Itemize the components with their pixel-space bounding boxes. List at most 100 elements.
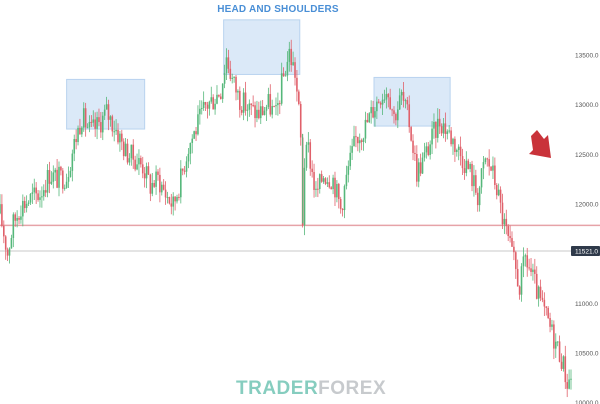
candle-body: [117, 129, 119, 143]
candle-body: [292, 62, 294, 66]
candle-body: [545, 306, 548, 308]
candle-body: [237, 90, 239, 93]
candle-body: [461, 156, 464, 169]
candle-body: [132, 144, 135, 160]
candle-body: [490, 166, 492, 171]
candle-body: [126, 143, 129, 163]
candle-body: [275, 105, 277, 107]
candle-body: [277, 103, 279, 106]
candle-body: [339, 199, 342, 209]
candle-body: [307, 142, 310, 145]
candle-body: [389, 97, 391, 110]
candle-body: [482, 162, 485, 169]
candle-body: [465, 160, 468, 173]
zone-right-shoulder: [373, 76, 451, 127]
candle-body: [252, 105, 254, 107]
candle-body: [62, 170, 64, 189]
candle-body: [537, 286, 540, 299]
candle-body: [320, 174, 323, 182]
candle-body: [526, 255, 529, 268]
candle-body: [570, 378, 572, 380]
candle-body: [172, 196, 175, 207]
candle-body: [153, 182, 155, 187]
candle-body: [124, 143, 127, 157]
candle-body: [122, 141, 125, 157]
candle-body: [50, 181, 53, 184]
candle-body: [60, 166, 62, 171]
candle-body: [364, 119, 367, 139]
candle-body: [421, 157, 424, 174]
candle-body: [33, 187, 36, 193]
candle-body: [170, 203, 173, 207]
candle-body: [155, 171, 157, 187]
candle-body: [121, 133, 123, 142]
candle-body: [343, 186, 346, 211]
candle-body: [134, 159, 136, 170]
candle-body: [564, 356, 567, 383]
candle-body: [197, 114, 199, 135]
candle-body: [73, 139, 76, 154]
candle-body: [379, 102, 382, 105]
candle-body: [457, 146, 460, 150]
candle-body: [4, 236, 7, 250]
candle-body: [140, 158, 142, 165]
candle-body: [286, 61, 289, 76]
candle-body: [431, 128, 433, 145]
candle-body: [8, 248, 11, 256]
candle-body: [212, 97, 214, 110]
candle-body: [355, 136, 357, 138]
candle-body: [385, 94, 388, 100]
candle-body: [467, 160, 470, 169]
candle-body: [488, 159, 490, 167]
candle-body: [408, 104, 411, 128]
candle-body: [147, 166, 150, 175]
candle-body: [318, 174, 321, 190]
candle-body: [193, 131, 195, 139]
candle-body: [81, 127, 83, 135]
candle-body: [284, 75, 287, 77]
candle-body: [547, 307, 549, 319]
y-tick-label: 10500.0: [575, 350, 599, 357]
candle-body: [494, 165, 496, 185]
candle-body: [12, 214, 15, 238]
candle-body: [480, 168, 483, 188]
candle-body: [351, 146, 353, 153]
candle-body: [406, 100, 409, 105]
candle-body: [176, 196, 178, 202]
candle-body: [518, 286, 521, 295]
candle-body: [92, 119, 95, 123]
candle-body: [256, 109, 258, 119]
y-tick-label: 10000.0: [575, 400, 599, 404]
candle-body: [554, 341, 557, 349]
candle-body: [216, 94, 218, 104]
candle-body: [261, 106, 264, 116]
candle-body: [37, 193, 39, 200]
candle-body: [336, 183, 338, 198]
candle-body: [113, 131, 115, 133]
candle-body: [471, 164, 473, 187]
candle-body: [556, 341, 559, 343]
candle-body: [450, 130, 452, 145]
candle-body: [381, 99, 384, 105]
candle-body: [412, 140, 414, 153]
reference-lines: [0, 224, 600, 252]
candle-body: [22, 200, 24, 217]
candle-body: [376, 101, 378, 112]
candle-body: [400, 91, 403, 96]
candle-body: [566, 382, 568, 389]
candle-body: [377, 101, 380, 103]
candle-body: [296, 77, 298, 92]
candle-body: [0, 204, 1, 214]
candle-body: [515, 252, 517, 269]
candle-body: [84, 108, 87, 128]
candle-body: [357, 136, 359, 144]
candle-body: [524, 255, 527, 257]
candle-body: [128, 158, 131, 163]
candle-body: [456, 149, 458, 152]
candle-body: [509, 236, 511, 239]
candle-body: [532, 269, 534, 272]
candle-body: [473, 175, 475, 187]
candle-body: [454, 138, 456, 152]
current-price-badge: [571, 246, 600, 257]
candle-body: [250, 103, 253, 106]
